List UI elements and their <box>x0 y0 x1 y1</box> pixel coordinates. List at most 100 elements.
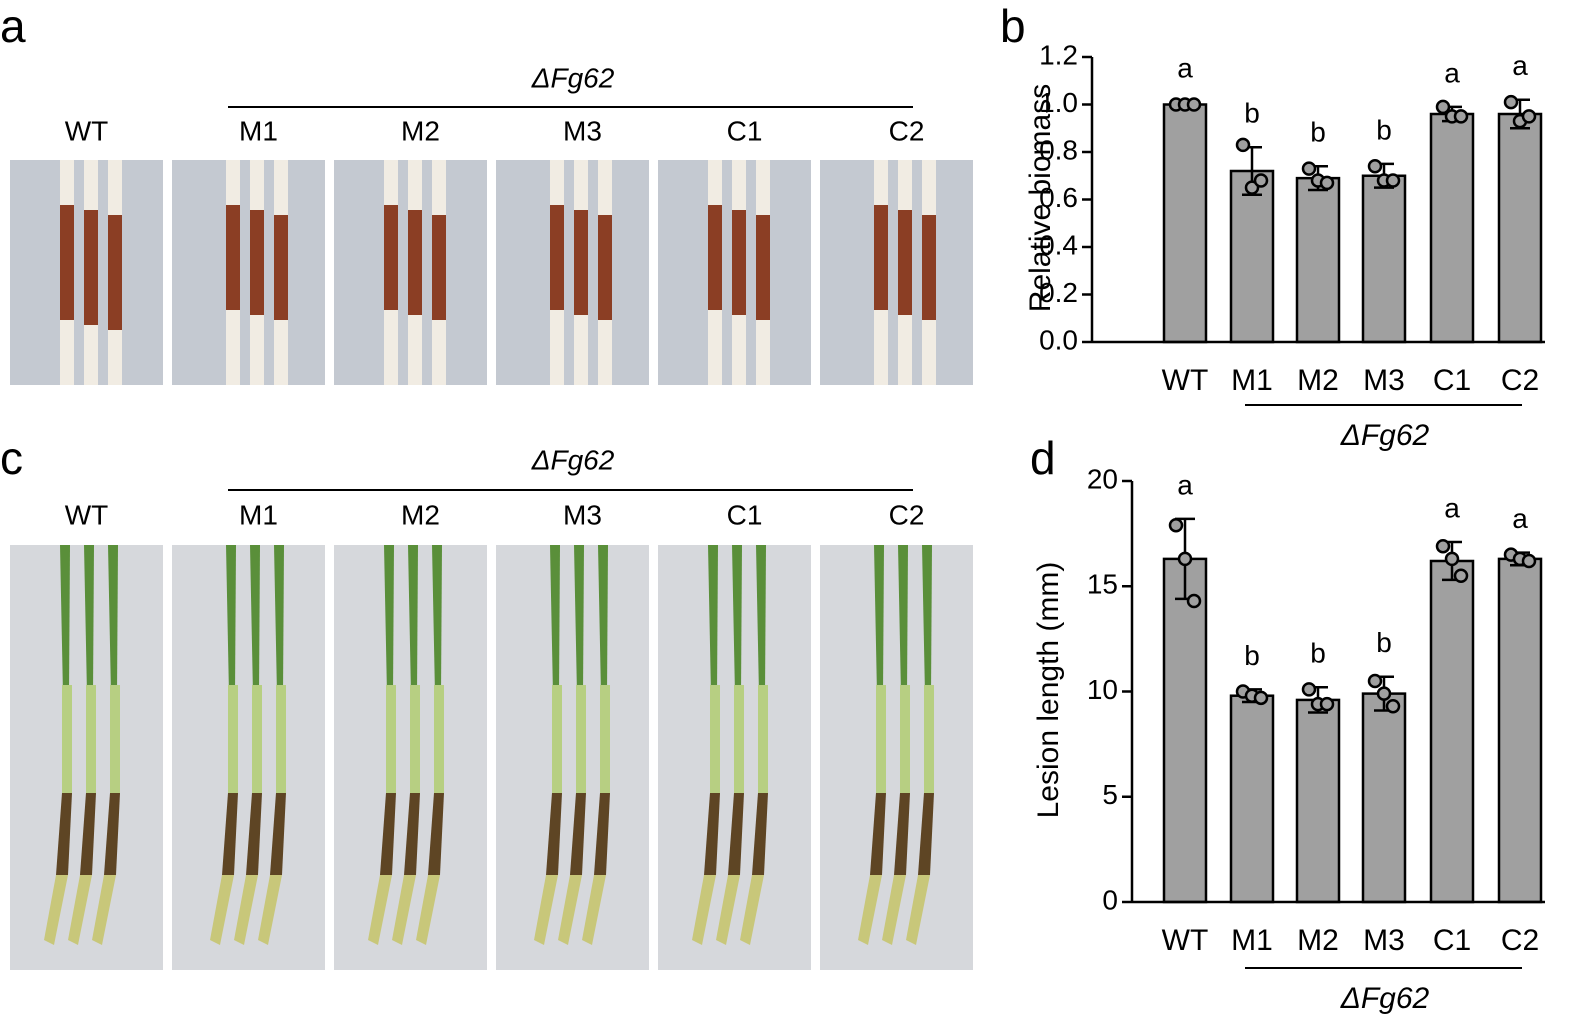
y-tick-label: 0.2 <box>1039 277 1078 308</box>
tip <box>68 875 92 945</box>
photo-bg <box>172 160 325 385</box>
photo <box>820 545 973 970</box>
tip <box>258 875 282 945</box>
sample-label: M3 <box>563 499 602 530</box>
photo <box>658 545 811 970</box>
lesion <box>570 793 586 875</box>
lesion <box>870 793 886 875</box>
photo <box>496 545 649 970</box>
stem <box>552 685 562 795</box>
y-tick-label: 1.2 <box>1039 39 1078 70</box>
bar <box>1429 559 1475 904</box>
photo <box>10 545 163 970</box>
photo <box>10 160 163 385</box>
leaf <box>550 545 560 695</box>
x-tick-label: M3 <box>1363 924 1405 957</box>
significance-letter: b <box>1244 640 1260 671</box>
y-tick-label: 0 <box>1102 884 1118 915</box>
stem <box>758 685 768 795</box>
lesion <box>898 210 912 315</box>
y-tick-label: 15 <box>1087 569 1118 600</box>
sample-label: M3 <box>563 115 602 146</box>
leaf <box>274 545 284 695</box>
bar <box>1497 112 1543 344</box>
photo <box>496 160 649 385</box>
leaf <box>708 545 718 695</box>
bar <box>1295 698 1341 904</box>
lesion <box>408 210 422 315</box>
significance-letter: b <box>1310 117 1326 148</box>
leaf <box>574 545 584 695</box>
photo-bg <box>496 160 649 385</box>
lesion <box>594 793 610 875</box>
stem <box>252 685 262 795</box>
stem <box>924 685 934 795</box>
leaf <box>408 545 418 695</box>
photo <box>172 160 325 385</box>
bar <box>1429 112 1475 344</box>
y-tick-label: 0.8 <box>1039 134 1078 165</box>
lesion <box>894 793 910 875</box>
stem <box>900 685 910 795</box>
data-point <box>1444 551 1460 567</box>
sample-label: WT <box>65 115 109 146</box>
group-label: ΔFg62 <box>1340 419 1430 452</box>
significance-letter: a <box>1444 492 1460 523</box>
stem <box>734 685 744 795</box>
data-point <box>1319 175 1335 191</box>
leaf <box>598 545 608 695</box>
lesion <box>226 205 240 310</box>
data-point <box>1385 698 1401 714</box>
data-point <box>1367 159 1383 174</box>
y-axis-label: Relative biomass <box>1024 84 1057 312</box>
stem <box>434 685 444 795</box>
sample-label: C2 <box>889 499 925 530</box>
panel-label: c <box>0 432 23 484</box>
y-tick-label: 20 <box>1087 463 1118 494</box>
lesion <box>432 215 446 320</box>
tip <box>906 875 930 945</box>
significance-letter: b <box>1376 627 1392 658</box>
lesion <box>708 205 722 310</box>
lesion <box>922 215 936 320</box>
data-point <box>1253 173 1269 188</box>
lesion <box>60 205 74 320</box>
stem <box>386 685 396 795</box>
x-tick-label: C1 <box>1433 364 1471 397</box>
data-point <box>1319 696 1335 712</box>
significance-letter: a <box>1512 50 1528 81</box>
tip <box>740 875 764 945</box>
leaf <box>108 545 118 695</box>
stem <box>576 685 586 795</box>
lesion <box>246 793 262 875</box>
tip <box>368 875 392 945</box>
x-tick-label: M1 <box>1231 364 1273 397</box>
lesion <box>84 210 98 325</box>
y-tick-label: 10 <box>1087 674 1118 705</box>
sample-label: C1 <box>727 115 763 146</box>
stem <box>110 685 120 795</box>
photo-bg <box>820 160 973 385</box>
leaf <box>898 545 908 695</box>
tip <box>882 875 906 945</box>
panel-label: b <box>1000 0 1026 52</box>
sample-label: WT <box>65 499 109 530</box>
x-tick-label: C2 <box>1501 364 1539 397</box>
y-tick-label: 0.0 <box>1039 324 1078 355</box>
stem <box>62 685 72 795</box>
lesion <box>56 793 72 875</box>
tip <box>558 875 582 945</box>
leaf <box>756 545 766 695</box>
lesion <box>108 215 122 330</box>
sample-label: C2 <box>889 115 925 146</box>
significance-letter: a <box>1177 469 1193 500</box>
panel-label: a <box>0 0 26 52</box>
y-tick-label: 0.4 <box>1039 229 1078 260</box>
group-label: ΔFg62 <box>1340 982 1430 1015</box>
leaf <box>732 545 742 695</box>
x-tick-label: WT <box>1162 364 1209 397</box>
data-point <box>1301 682 1317 697</box>
photo <box>334 160 487 385</box>
data-point <box>1367 673 1383 689</box>
